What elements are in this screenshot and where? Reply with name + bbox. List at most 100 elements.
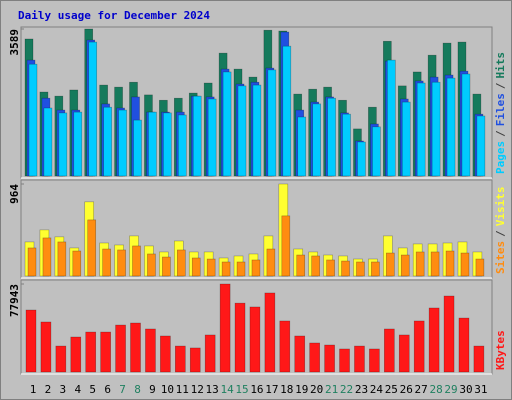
legend-entry: Hits <box>494 52 507 79</box>
x-tick-label: 24 <box>370 383 384 396</box>
bar <box>162 256 171 277</box>
x-tick-label: 31 <box>474 383 487 396</box>
bar <box>401 101 411 177</box>
bar <box>354 345 365 373</box>
legend-entry: KBytes <box>494 330 507 370</box>
legend-entry: Sites <box>494 241 507 274</box>
bar <box>387 59 396 177</box>
bar <box>43 107 53 177</box>
bar <box>398 334 410 373</box>
bar <box>251 259 261 277</box>
bar <box>177 249 186 277</box>
x-tick-label: 6 <box>104 383 111 396</box>
bar <box>297 116 307 177</box>
bar <box>267 69 277 177</box>
bar <box>413 320 425 373</box>
bar <box>458 317 470 373</box>
bar <box>234 302 246 373</box>
bar <box>103 106 112 177</box>
bar <box>115 324 126 373</box>
bar <box>309 342 320 373</box>
bar <box>191 257 201 277</box>
x-tick-label: 29 <box>444 383 457 396</box>
bar <box>130 322 141 373</box>
bar <box>428 307 440 373</box>
x-tick-label: 5 <box>89 383 96 396</box>
bar <box>27 247 37 277</box>
bar <box>252 84 262 177</box>
bar <box>236 261 246 277</box>
x-tick-label: 11 <box>176 383 189 396</box>
bar <box>249 306 261 373</box>
bar <box>327 97 336 177</box>
bar <box>356 261 365 277</box>
bar <box>42 237 52 277</box>
bar <box>266 248 276 277</box>
bar <box>222 71 232 177</box>
x-tick-label: 12 <box>191 383 204 396</box>
x-tick-label: 18 <box>280 383 293 396</box>
x-tick-label: 17 <box>265 383 278 396</box>
bar <box>70 336 82 373</box>
bar <box>100 331 111 373</box>
bar <box>282 45 292 177</box>
x-tick-label: 23 <box>355 383 368 396</box>
bar <box>311 255 320 277</box>
x-tick-label: 2 <box>45 383 52 396</box>
bar <box>58 112 68 177</box>
legend-separator: / <box>494 82 507 89</box>
bar <box>25 309 37 373</box>
bar <box>281 215 291 277</box>
x-tick-label: 14 <box>220 383 234 396</box>
bar <box>279 320 291 373</box>
x-tick-label: 15 <box>235 383 248 396</box>
x-tick-label: 28 <box>429 383 442 396</box>
bar <box>324 344 335 373</box>
x-tick-label: 1 <box>30 383 37 396</box>
bar <box>473 345 485 373</box>
bar <box>192 95 202 177</box>
bar <box>386 252 395 277</box>
legend-separator: / <box>494 230 507 237</box>
bar <box>175 345 186 373</box>
bar <box>312 103 321 177</box>
bar <box>102 248 111 277</box>
bar <box>178 114 187 177</box>
x-tick-label: 9 <box>149 383 156 396</box>
x-tick-label: 13 <box>206 383 219 396</box>
legend: KBytes <box>494 330 507 370</box>
bar <box>476 115 486 177</box>
bar <box>445 250 455 277</box>
bar <box>296 254 306 277</box>
legend: Sites / Visits <box>494 187 507 275</box>
bar <box>57 241 67 277</box>
bar <box>145 328 156 373</box>
x-tick-label: 27 <box>415 383 428 396</box>
bar <box>204 334 216 373</box>
bar <box>369 348 380 373</box>
bar <box>40 321 52 373</box>
bar <box>72 250 82 277</box>
bar <box>237 85 247 177</box>
bar <box>416 82 426 177</box>
x-tick-label: 25 <box>385 383 398 396</box>
bar <box>148 111 157 177</box>
bar <box>117 249 126 277</box>
bar <box>357 141 366 177</box>
bar <box>85 331 97 373</box>
bar <box>133 119 142 177</box>
bar <box>73 111 83 177</box>
bar <box>372 126 381 177</box>
bar <box>118 109 127 177</box>
bar <box>206 258 216 277</box>
legend-entry: Visits <box>494 187 507 227</box>
x-tick-label: 10 <box>161 383 174 396</box>
bar <box>384 328 395 373</box>
bar <box>400 254 410 277</box>
bar <box>326 259 335 277</box>
bar <box>264 292 276 373</box>
bar <box>132 245 141 277</box>
bar <box>430 251 440 277</box>
bar <box>219 283 231 373</box>
